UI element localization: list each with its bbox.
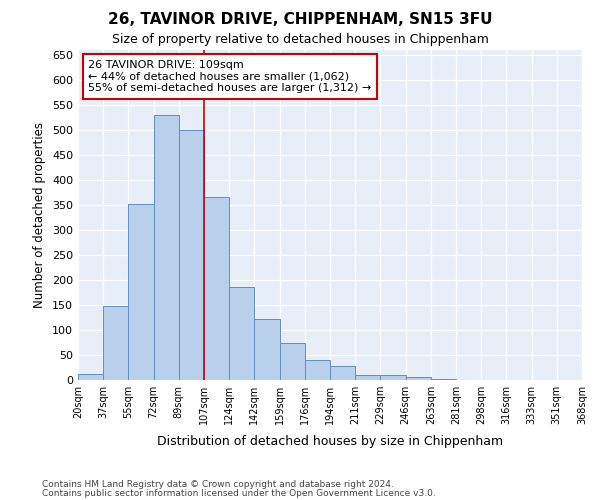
- Bar: [204, 196, 229, 380]
- Text: 26 TAVINOR DRIVE: 109sqm
← 44% of detached houses are smaller (1,062)
55% of sem: 26 TAVINOR DRIVE: 109sqm ← 44% of detach…: [88, 60, 371, 93]
- Bar: [128, 204, 154, 380]
- Text: Contains HM Land Registry data © Crown copyright and database right 2024.: Contains HM Land Registry data © Crown c…: [42, 480, 394, 489]
- Text: Size of property relative to detached houses in Chippenham: Size of property relative to detached ho…: [112, 32, 488, 46]
- Bar: [305, 360, 330, 380]
- Bar: [229, 286, 254, 380]
- Bar: [78, 374, 103, 380]
- Bar: [380, 374, 406, 380]
- Text: Contains public sector information licensed under the Open Government Licence v3: Contains public sector information licen…: [42, 488, 436, 498]
- Bar: [254, 319, 280, 380]
- Bar: [179, 130, 204, 380]
- Bar: [406, 376, 431, 380]
- Bar: [103, 306, 128, 380]
- Bar: [280, 342, 305, 380]
- Text: 26, TAVINOR DRIVE, CHIPPENHAM, SN15 3FU: 26, TAVINOR DRIVE, CHIPPENHAM, SN15 3FU: [108, 12, 492, 28]
- X-axis label: Distribution of detached houses by size in Chippenham: Distribution of detached houses by size …: [157, 436, 503, 448]
- Y-axis label: Number of detached properties: Number of detached properties: [34, 122, 46, 308]
- Bar: [431, 379, 456, 380]
- Bar: [154, 115, 179, 380]
- Bar: [355, 375, 380, 380]
- Bar: [330, 366, 355, 380]
